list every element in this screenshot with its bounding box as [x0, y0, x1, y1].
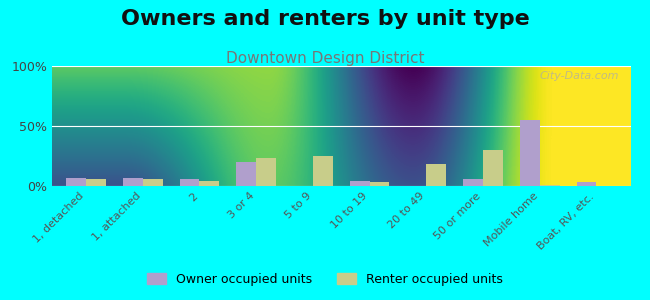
Bar	[426, 164, 446, 186]
Bar	[179, 179, 200, 186]
Bar	[200, 181, 219, 186]
Bar	[540, 185, 560, 186]
Bar	[463, 179, 483, 186]
Bar	[86, 179, 106, 186]
Bar	[256, 158, 276, 186]
Bar	[123, 178, 143, 186]
Bar	[237, 162, 256, 186]
Bar	[313, 156, 333, 186]
Bar	[66, 178, 86, 186]
Bar	[520, 120, 540, 186]
Text: Owners and renters by unit type: Owners and renters by unit type	[121, 9, 529, 29]
Text: Downtown Design District: Downtown Design District	[226, 51, 424, 66]
Bar	[143, 179, 162, 186]
Bar	[483, 150, 503, 186]
Bar	[577, 182, 597, 186]
Bar	[350, 181, 370, 186]
Text: City-Data.com: City-Data.com	[540, 71, 619, 81]
Legend: Owner occupied units, Renter occupied units: Owner occupied units, Renter occupied un…	[142, 268, 508, 291]
Bar	[370, 182, 389, 186]
